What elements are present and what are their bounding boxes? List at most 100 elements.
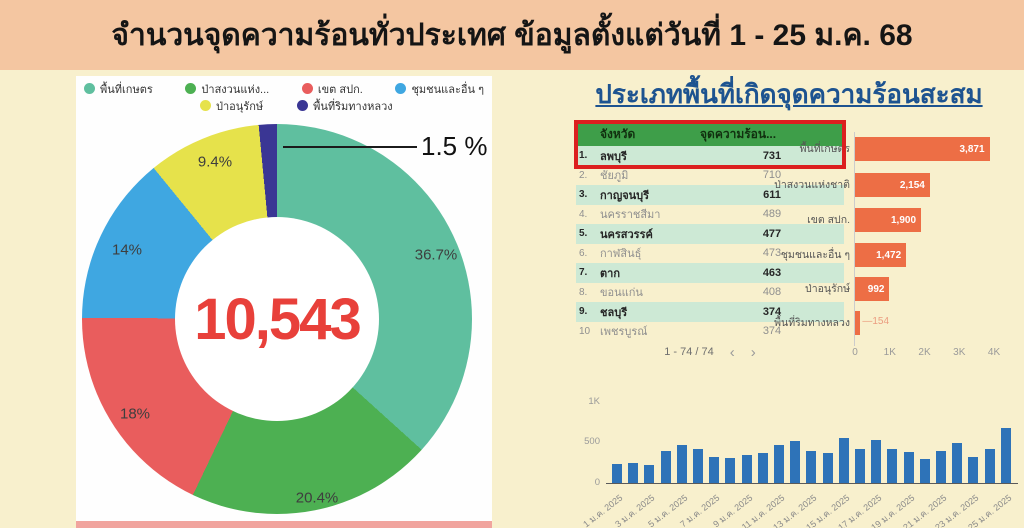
legend-dot-icon: [301, 83, 313, 94]
timeseries-bar[interactable]: [1000, 427, 1011, 483]
cell-province: ชัยภูมิ: [600, 170, 629, 183]
cell-value: 731: [762, 149, 782, 162]
hbar-row: พื้นที่เกษตร 3,871: [700, 137, 1020, 161]
donut-legend: พื้นที่เกษตร ป่าสงวนแห่ง... เขต สปก. ชุมชนแ…: [84, 80, 484, 114]
callout-highway-pct: 1.5 %: [421, 131, 488, 161]
timeseries-bar[interactable]: [741, 454, 752, 483]
timeseries-bar[interactable]: [968, 456, 979, 483]
hbar-row: เขต สปก. 1,900: [700, 208, 1020, 232]
table-row[interactable]: 4. นครราชสีมา 489: [576, 205, 844, 225]
cell-province: นครราชสีมา: [600, 209, 661, 222]
hbar-bar[interactable]: [855, 311, 861, 335]
timeseries-bar[interactable]: [936, 450, 946, 483]
header-province: จังหวัด: [600, 127, 636, 141]
legend-item[interactable]: เขต สปก.: [301, 80, 363, 98]
cell-rank: 4.: [579, 208, 588, 220]
timeseries-bar[interactable]: [871, 439, 882, 483]
timeseries-bar[interactable]: [919, 458, 930, 483]
timeseries-ytick: 500: [584, 436, 600, 447]
slice-label-spk: 18%: [119, 405, 151, 423]
table-pagination: 1 - 74 / 74 ‹ ›: [600, 343, 820, 361]
hbar-axis-tick: 1K: [883, 347, 896, 358]
legend-item[interactable]: พื้นที่เกษตร: [84, 80, 153, 98]
timeseries-bar[interactable]: [822, 452, 833, 483]
callout-line: [283, 146, 417, 148]
legend-item[interactable]: ชุมชนและอื่น ๆ: [395, 80, 484, 98]
cell-province: กาญจนบุรี: [600, 189, 650, 202]
legend-label: ป่าอนุรักษ์: [216, 100, 264, 113]
table-row[interactable]: 6. กาฬสินธุ์ 473: [576, 244, 844, 264]
timeseries-bar[interactable]: [887, 448, 898, 483]
timeseries-bar[interactable]: [693, 448, 703, 483]
timeseries-bar[interactable]: [855, 448, 865, 483]
province-table: จังหวัด จุดความร้อน... 1. ลพบุรี 731 2. ชัยภ…: [576, 123, 844, 341]
legend-item[interactable]: ป่าอนุรักษ์: [200, 97, 263, 115]
hbar-axis-line: [854, 132, 855, 346]
timeseries-bar[interactable]: [774, 444, 784, 483]
table-row[interactable]: 3. กาญจนบุรี 611: [576, 185, 844, 205]
timeseries-bar[interactable]: [952, 443, 963, 483]
timeseries-bar[interactable]: [984, 449, 995, 483]
hbar-axis-tick: 4K: [987, 347, 1001, 358]
table-row[interactable]: 8. ขอนแก่น 408: [576, 283, 844, 303]
cell-rank: 5.: [579, 228, 588, 240]
hbar-bar[interactable]: 3,871: [855, 137, 990, 161]
hbar-row: ป่าสงวนแห่งชาติ 2,154: [700, 173, 1020, 197]
table-row[interactable]: 1. ลพบุรี 731: [576, 146, 844, 166]
chevron-right-icon[interactable]: ›: [750, 343, 756, 361]
legend-dot-icon: [297, 100, 309, 111]
legend-item[interactable]: ป่าสงวนแห่ง...: [185, 80, 269, 98]
hbar-bar[interactable]: 2,154: [855, 173, 930, 197]
timeseries-bar[interactable]: [725, 458, 736, 483]
legend-label: ชุมชนและอื่น ๆ: [411, 83, 484, 96]
legend-label: เขต สปก.: [317, 83, 363, 96]
cell-value: 477: [762, 227, 782, 240]
timeseries-bar[interactable]: [644, 465, 655, 483]
slice-label-agriculture: 36.7%: [414, 246, 458, 264]
timeseries-bar[interactable]: [676, 444, 687, 483]
hbar-value-label: —154: [862, 316, 890, 327]
cell-province: ชลบุรี: [600, 306, 628, 319]
hbar-category-label: ชุมชนและอื่น ๆ: [780, 249, 850, 261]
bottom-strip: [76, 521, 492, 528]
cell-value: 611: [763, 188, 781, 201]
cell-province: เพชรบูรณ์: [600, 326, 648, 339]
timeseries-bar[interactable]: [903, 451, 914, 483]
legend-dot-icon: [395, 83, 407, 94]
cell-rank: 3.: [579, 189, 588, 201]
cell-rank: 9.: [579, 306, 588, 318]
cell-rank: 1.: [579, 150, 588, 162]
timeseries-bar[interactable]: [806, 450, 817, 483]
table-row[interactable]: 10 เพชรบูรณ์ 374: [576, 322, 844, 342]
timeseries-bar[interactable]: [838, 438, 849, 483]
legend-item[interactable]: พื้นที่ริมทางหลวง: [297, 97, 393, 115]
table-row[interactable]: 2. ชัยภูมิ 710: [576, 166, 844, 186]
pagination-range: 1 - 74 / 74: [664, 346, 714, 358]
legend-dot-icon: [200, 100, 211, 111]
timeseries-bar[interactable]: [612, 463, 622, 483]
hbar-bar[interactable]: 1,472: [855, 243, 907, 267]
cell-rank: 8.: [579, 286, 588, 298]
hbar-value-label: 992: [867, 283, 885, 295]
cell-rank: 7.: [579, 267, 588, 279]
slice-label-conservation: 9.4%: [197, 153, 233, 171]
hbar-category-label: ป่าสงวนแห่งชาติ: [774, 179, 850, 191]
timeseries-bar[interactable]: [757, 452, 768, 483]
timeseries-bar[interactable]: [628, 463, 639, 483]
timeseries-axis-line: [606, 483, 1018, 484]
timeseries-bar[interactable]: [660, 450, 671, 483]
cell-value: 374: [762, 305, 782, 318]
chevron-left-icon[interactable]: ‹: [729, 343, 735, 361]
hbar-value-label: 1,900: [890, 214, 917, 226]
timeseries-ytick: 0: [594, 477, 600, 488]
timeseries-bar[interactable]: [709, 457, 720, 483]
table-row[interactable]: 7. ตาก 463: [576, 263, 844, 283]
section-title: ประเภทพื้นที่เกิดจุดความร้อนสะสม: [595, 79, 983, 109]
hbar-bar[interactable]: 1,900: [855, 208, 922, 232]
table-row[interactable]: 5. นครสวรรค์ 477: [576, 224, 844, 244]
hbar-category-label: พื้นที่ริมทางหลวง: [774, 317, 850, 329]
table-row[interactable]: 9. ชลบุรี 374: [576, 302, 844, 322]
timeseries-bar[interactable]: [790, 441, 801, 483]
hbar-bar[interactable]: 992: [855, 277, 890, 301]
